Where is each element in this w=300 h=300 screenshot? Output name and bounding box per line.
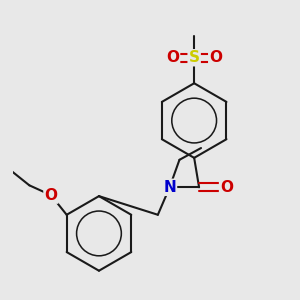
Text: N: N <box>163 180 176 195</box>
Text: O: O <box>209 50 222 65</box>
Text: O: O <box>220 180 233 195</box>
Text: O: O <box>166 50 179 65</box>
Text: O: O <box>44 188 58 202</box>
Text: S: S <box>189 50 200 65</box>
